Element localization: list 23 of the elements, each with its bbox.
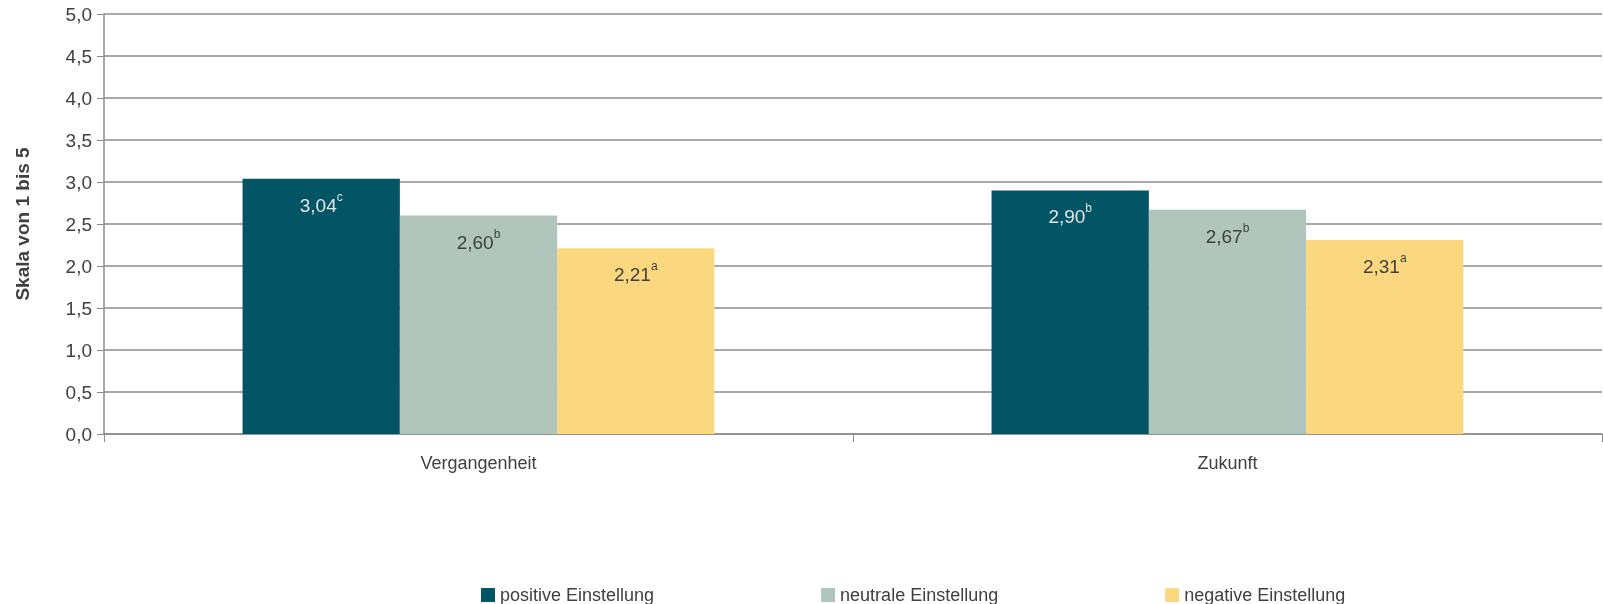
y-tick-label: 0,5 bbox=[65, 381, 92, 403]
legend-label: neutrale Einstellung bbox=[840, 585, 999, 604]
y-tick-label: 2,0 bbox=[65, 255, 92, 277]
bar bbox=[242, 178, 400, 434]
y-tick-label: 4,5 bbox=[65, 45, 92, 67]
y-axis-title: Skala von 1 bis 5 bbox=[12, 147, 33, 301]
y-tick-label: 1,0 bbox=[65, 339, 92, 361]
x-tick-label: Zukunft bbox=[1197, 453, 1258, 473]
y-tick-label: 5,0 bbox=[65, 3, 92, 25]
y-tick-label: 2,5 bbox=[65, 213, 92, 235]
x-tick-label: Vergangenheit bbox=[420, 453, 537, 473]
legend-label: positive Einstellung bbox=[500, 585, 655, 604]
bar bbox=[1306, 239, 1464, 434]
y-tick-label: 0,0 bbox=[65, 423, 92, 445]
y-tick-label: 1,5 bbox=[65, 297, 92, 319]
y-tick-label: 3,0 bbox=[65, 171, 92, 193]
legend-label: negative Einstellung bbox=[1184, 585, 1346, 604]
bar bbox=[557, 248, 715, 434]
bar bbox=[399, 215, 558, 434]
bar bbox=[991, 190, 1149, 434]
bar bbox=[1148, 209, 1307, 434]
y-tick-label: 3,5 bbox=[65, 129, 92, 151]
y-tick-label: 4,0 bbox=[65, 87, 92, 109]
